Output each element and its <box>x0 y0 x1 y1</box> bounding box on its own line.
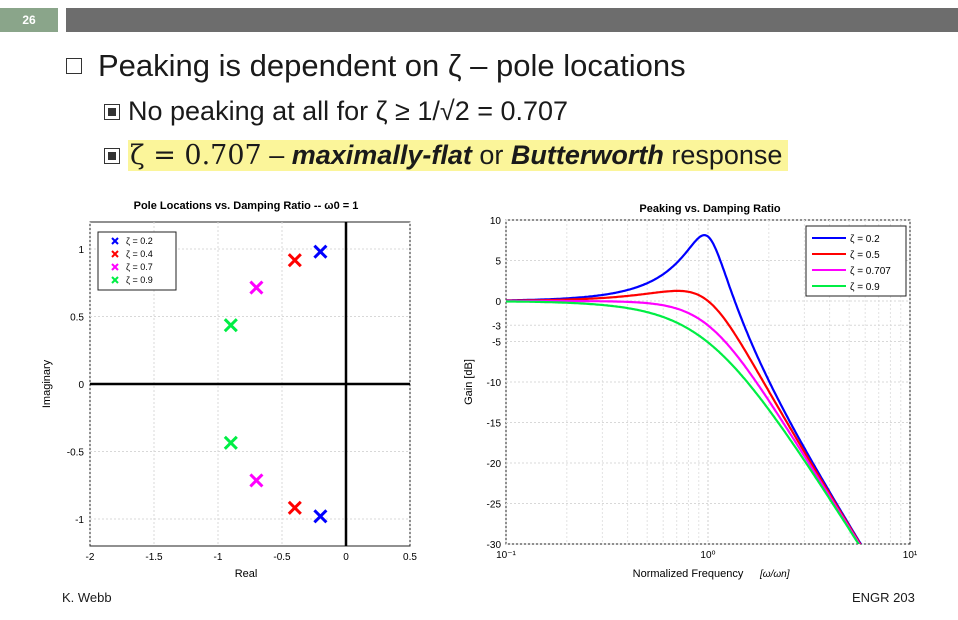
legend-label: ζ = 0.9 <box>850 282 880 293</box>
bullet-sub-1-text: No peaking at all for ζ ≥ 1/√2 = 0.707 <box>128 96 569 126</box>
pole-marker <box>249 280 264 295</box>
pole-marker <box>287 500 302 515</box>
pole-marker-stroke <box>313 509 328 524</box>
dash-text: – <box>261 140 292 170</box>
bullet-sub-1: No peaking at all for ζ ≥ 1/√2 = 0.707 <box>104 96 568 127</box>
pole-marker-stroke <box>313 244 328 259</box>
legend-marker <box>111 250 119 258</box>
legend-marker-stroke <box>111 250 119 258</box>
pole-marker <box>223 435 238 450</box>
response-text: response <box>663 140 783 170</box>
footer-author: K. Webb <box>62 590 112 605</box>
x-tick-label: 10⁻¹ <box>496 550 516 561</box>
legend-label: ζ = 0.5 <box>850 250 880 261</box>
response-curves <box>506 233 863 544</box>
pole-marker <box>249 473 264 488</box>
x-tick-label: -0.5 <box>273 552 291 563</box>
legend-marker <box>111 237 119 245</box>
x-tick-label: 10⁰ <box>700 550 715 561</box>
pole-marker-stroke <box>223 318 238 333</box>
legend-marker-stroke <box>111 237 119 245</box>
legend-label: ζ = 0.4 <box>126 249 153 259</box>
y-tick-label: -3 <box>492 321 501 332</box>
x-tick-label: 10¹ <box>903 550 918 561</box>
y-tick-label: 10 <box>490 216 502 227</box>
peaking-chart: Peaking vs. Damping Ratio 10⁻¹ 10⁰ 10¹ 10 5 0… <box>463 203 918 580</box>
slide-number: 26 <box>0 8 58 32</box>
bullet-main: Peaking is dependent on ζ – pole locatio… <box>66 48 686 84</box>
header-bar: 26 <box>0 8 958 32</box>
legend-marker-stroke <box>111 276 119 284</box>
legend-label: ζ = 0.2 <box>850 234 880 245</box>
legend-label: ζ = 0.707 <box>850 266 891 277</box>
chart-title: Pole Locations vs. Damping Ratio -- ω0 =… <box>134 200 359 212</box>
y-tick-label: 1 <box>78 245 84 256</box>
y-tick-label: 0 <box>495 297 501 308</box>
footer-course: ENGR 203 <box>852 590 915 605</box>
x-tick-label: -1 <box>214 552 223 563</box>
or-text: or <box>471 140 511 170</box>
pole-marker <box>313 244 328 259</box>
y-axis-label: Gain [dB] <box>463 359 475 405</box>
legend-marker <box>111 263 119 271</box>
bullet-main-text: Peaking is dependent on ζ – pole locatio… <box>98 48 686 83</box>
tick-labels: 10⁻¹ 10⁰ 10¹ 10 5 0 -3 -5 -10 -15 -20 -25 -30 <box>487 216 918 561</box>
maximally-flat-text: maximally-flat <box>291 140 472 170</box>
pole-marker-stroke <box>287 500 302 515</box>
x-axis-units: [ω/ωn] <box>759 569 790 580</box>
legend: ζ = 0.2 ζ = 0.5 ζ = 0.707 ζ = 0.9 <box>805 225 907 297</box>
bullet-square-icon <box>104 147 120 164</box>
pole-marker-stroke <box>287 253 302 268</box>
x-tick-label: 0.5 <box>403 552 417 563</box>
x-tick-label: -1.5 <box>145 552 163 563</box>
y-tick-label: -20 <box>487 459 502 470</box>
pole-marker-stroke <box>249 473 264 488</box>
x-tick-label: 0 <box>343 552 349 563</box>
highlighted-text: ζ = 0.707 – maximally-flat or Butterwort… <box>128 140 789 171</box>
bullet-square-icon <box>104 103 120 120</box>
pole-marker-stroke <box>249 280 264 295</box>
y-tick-label: -1 <box>75 515 84 526</box>
origin-axes <box>90 222 410 546</box>
y-tick-label: -10 <box>487 378 502 389</box>
bullet-box-icon <box>66 58 82 74</box>
tick-labels: -2 -1.5 -1 -0.5 0 0.5 1 0.5 0 -0.5 -1 <box>67 245 418 563</box>
legend-label: ζ = 0.9 <box>126 275 153 285</box>
x-axis-label: Real <box>235 568 258 580</box>
y-tick-label: -15 <box>487 419 502 430</box>
legend: ζ = 0.2 ζ = 0.4 ζ = 0.7 ζ = 0.9 <box>97 231 177 291</box>
butterworth-text: Butterworth <box>510 140 664 170</box>
y-axis-label: Imaginary <box>41 359 53 408</box>
y-tick-label: -30 <box>487 540 502 551</box>
chart-title: Peaking vs. Damping Ratio <box>639 203 780 215</box>
y-tick-label: 0 <box>78 380 84 391</box>
zeta-equation: ζ = 0.707 <box>130 140 262 171</box>
legend-label: ζ = 0.7 <box>126 262 153 272</box>
response-curve <box>506 300 860 544</box>
pole-marker <box>223 318 238 333</box>
bullet-sub-2: ζ = 0.707 – maximally-flat or Butterwort… <box>104 140 789 171</box>
y-tick-label: 0.5 <box>70 313 84 324</box>
y-tick-label: -25 <box>487 500 502 511</box>
pole-location-chart: Pole Locations vs. Damping Ratio -- ω0 =… <box>41 200 418 580</box>
legend-label: ζ = 0.2 <box>126 236 153 246</box>
legend-marker <box>111 276 119 284</box>
title-bar <box>66 8 958 32</box>
y-tick-label: -0.5 <box>67 448 85 459</box>
pole-marker <box>287 253 302 268</box>
pole-marker <box>313 509 328 524</box>
legend-marker-stroke <box>111 263 119 271</box>
y-tick-label: -5 <box>492 338 501 349</box>
y-tick-label: 5 <box>495 257 501 268</box>
x-axis-label: Normalized Frequency <box>633 568 744 580</box>
legend-box <box>97 231 177 291</box>
pole-markers <box>223 244 328 524</box>
x-tick-label: -2 <box>86 552 95 563</box>
pole-marker-stroke <box>223 435 238 450</box>
